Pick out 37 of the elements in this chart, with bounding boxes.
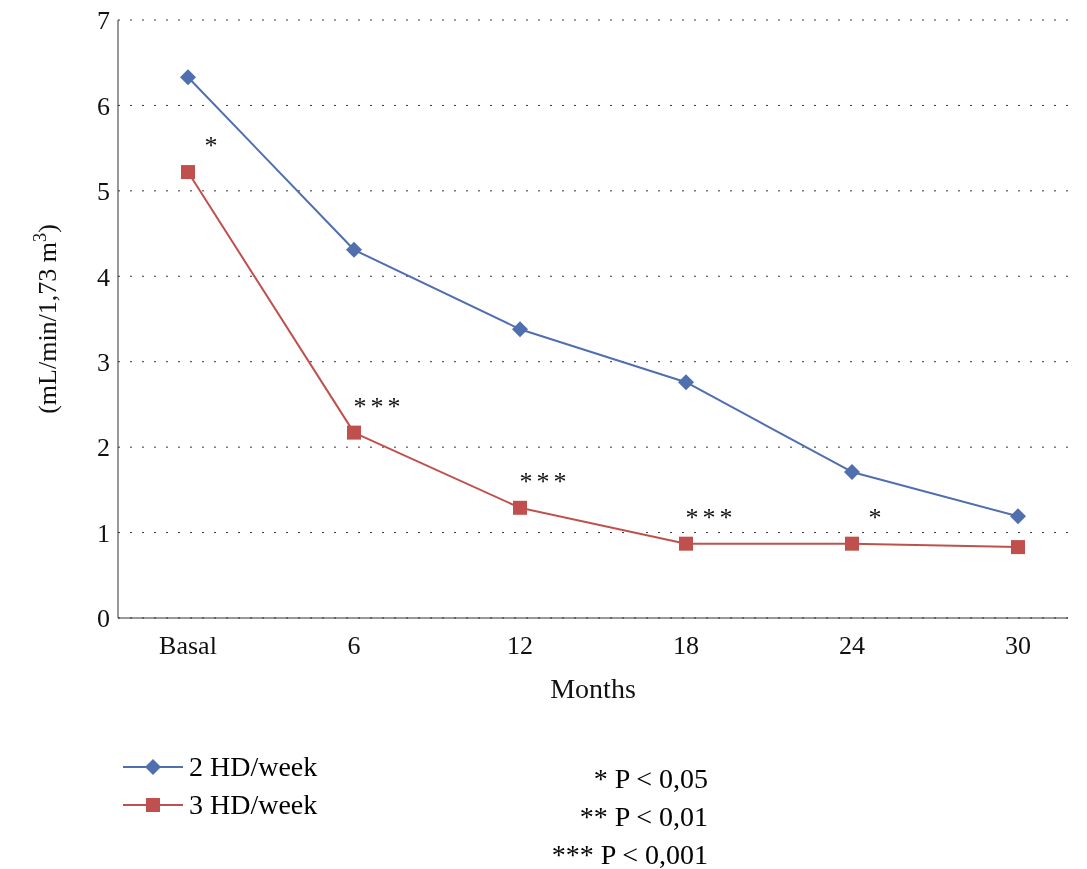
point — [679, 536, 693, 551]
y-tick-label: 0 — [97, 604, 110, 634]
y-tick-label: 4 — [97, 262, 110, 292]
point — [844, 463, 860, 480]
y-tick-label: 5 — [97, 177, 110, 207]
text: * P < 0,05 — [592, 762, 708, 796]
x-axis-title: Months — [550, 672, 636, 704]
point — [845, 536, 859, 551]
point — [1011, 540, 1025, 555]
point — [181, 165, 195, 180]
point — [512, 321, 528, 338]
point — [513, 500, 527, 515]
point — [678, 374, 694, 391]
annotation: * — [868, 502, 886, 532]
annotation: *** — [353, 391, 405, 421]
legend-label: 3 HD/week — [189, 789, 318, 821]
text: ** P < 0,01 — [578, 800, 708, 834]
y-tick-label: 3 — [97, 347, 110, 377]
y-tick-label: 7 — [97, 6, 110, 36]
annotation: *** — [685, 502, 737, 532]
x-tick-label: 12 — [507, 631, 533, 661]
x-tick-label: 6 — [347, 631, 361, 661]
point — [346, 241, 362, 258]
legend-label: 2 HD/week — [189, 751, 318, 783]
x-tick-label: 30 — [1005, 631, 1031, 661]
text: *** P < 0,001 — [550, 838, 708, 869]
annotation: *** — [519, 466, 571, 496]
y-tick-label: 2 — [97, 433, 110, 463]
annotation: * — [204, 131, 222, 161]
point — [1010, 508, 1026, 525]
x-tick-label: 24 — [839, 631, 865, 661]
x-tick-label: 18 — [673, 631, 699, 661]
point — [180, 69, 196, 86]
x-tick-label: Basal — [159, 631, 217, 661]
y-tick-label: 1 — [97, 518, 110, 548]
y-tick-label: 6 — [97, 91, 110, 121]
point — [347, 425, 361, 440]
